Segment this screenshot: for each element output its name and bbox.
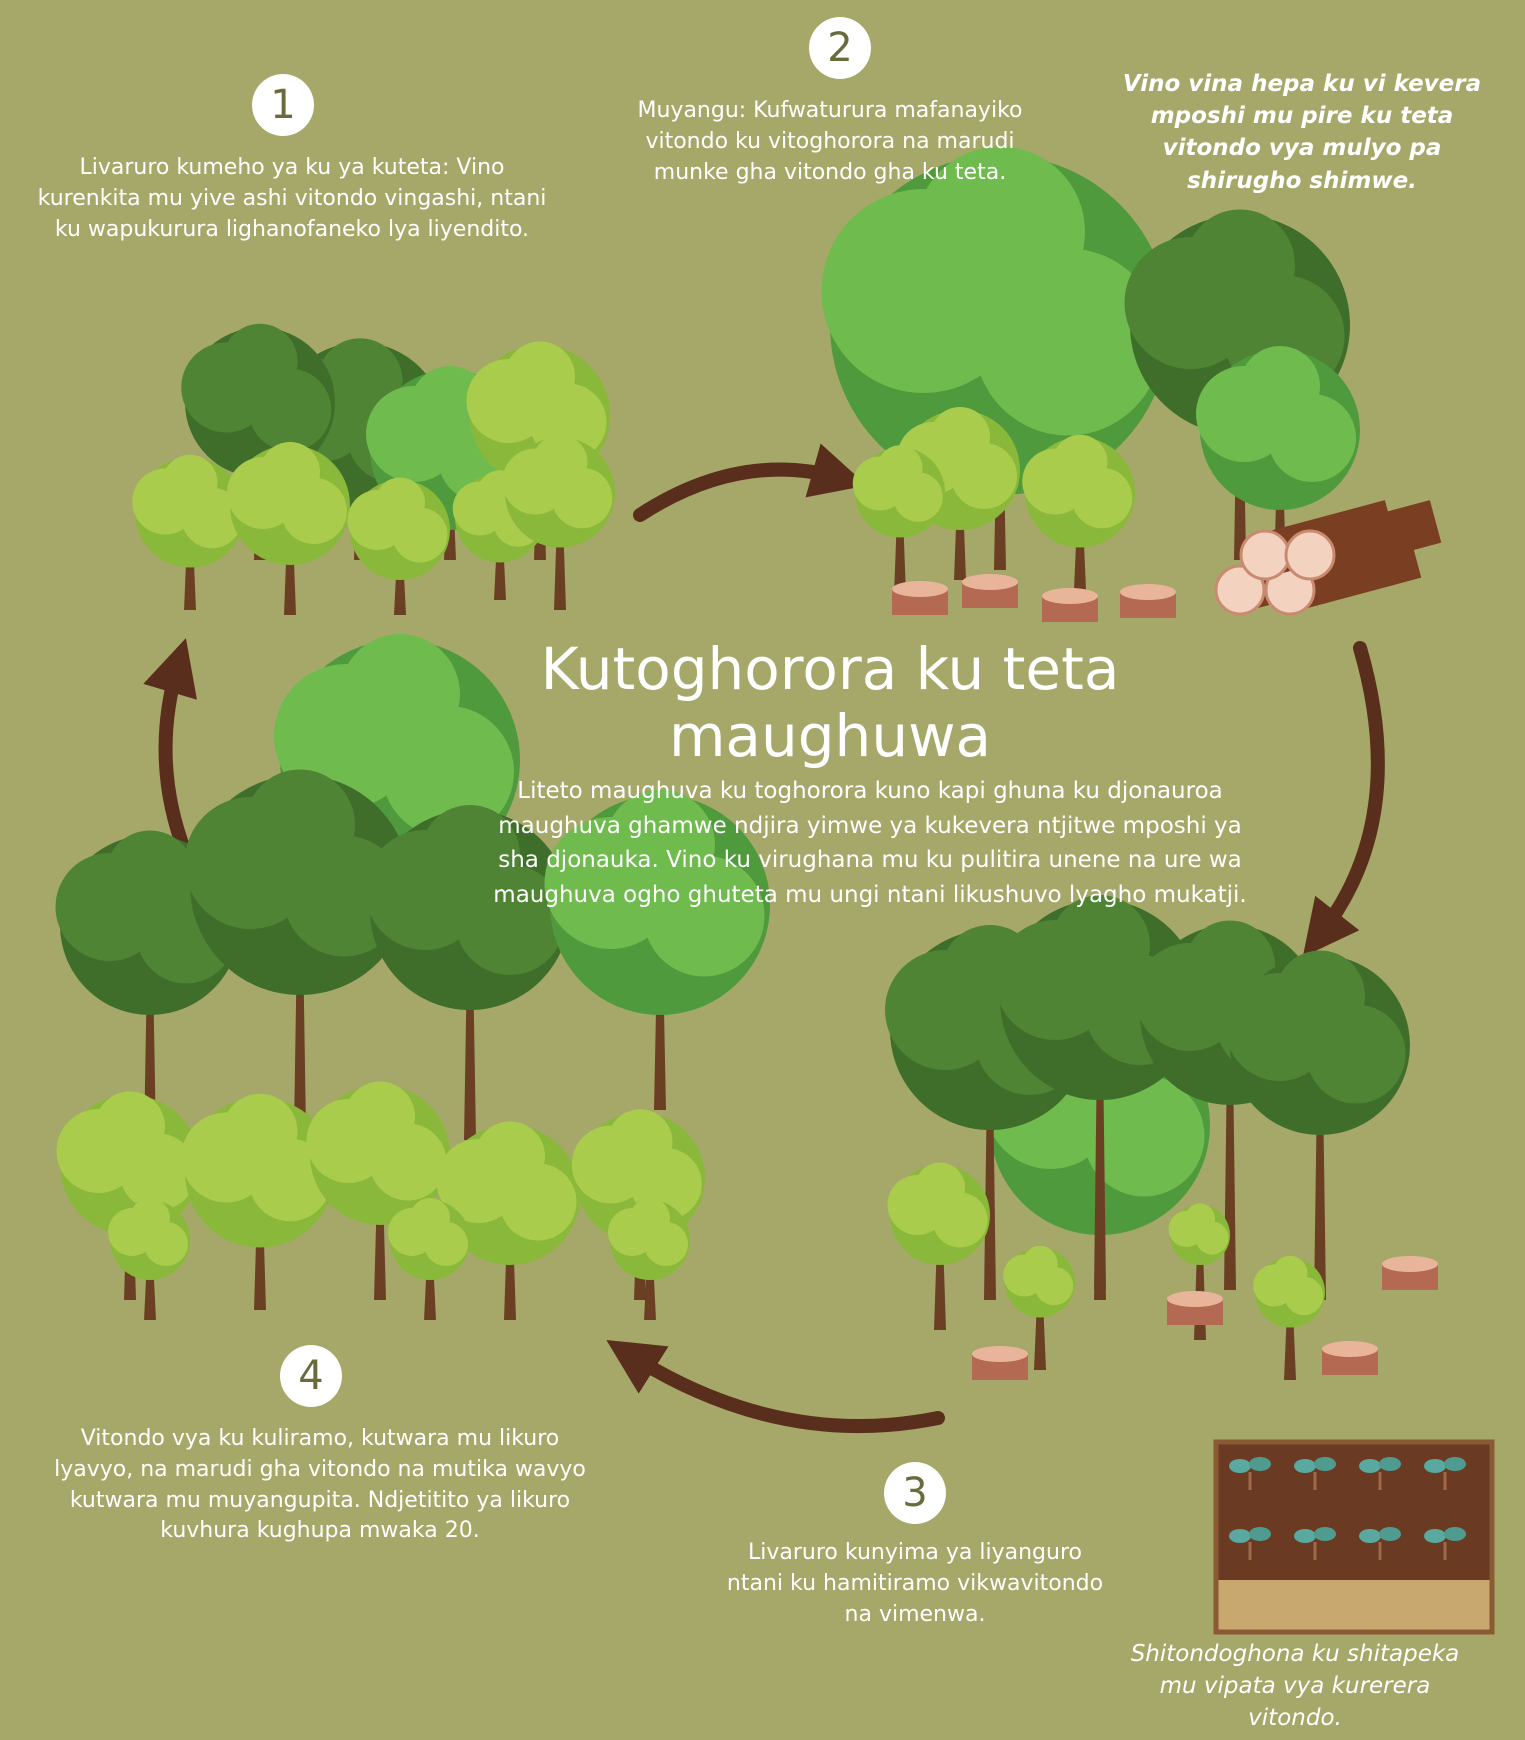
canopy bbox=[915, 1163, 965, 1213]
canopy bbox=[630, 1198, 670, 1238]
leaf bbox=[1229, 1529, 1251, 1543]
step-number: 3 bbox=[884, 1462, 946, 1524]
leaf bbox=[1249, 1527, 1271, 1541]
nursery-caption: Shitondoghona ku shitapeka mu vipata vya… bbox=[1115, 1638, 1475, 1735]
stump-top bbox=[1167, 1291, 1223, 1307]
canopy bbox=[533, 435, 588, 490]
canopy bbox=[95, 1092, 165, 1162]
stump-top bbox=[972, 1346, 1028, 1362]
canopy bbox=[1240, 346, 1320, 426]
leaf bbox=[1424, 1529, 1446, 1543]
log-end bbox=[1241, 531, 1289, 579]
leaf bbox=[1294, 1529, 1316, 1543]
canopy bbox=[163, 455, 218, 510]
tree-cluster bbox=[885, 895, 1410, 1380]
stump-top bbox=[892, 581, 948, 597]
stump-top bbox=[962, 574, 1018, 590]
canopy bbox=[505, 342, 575, 412]
leaf bbox=[1444, 1527, 1466, 1541]
stump-top bbox=[1382, 1256, 1438, 1272]
canopy bbox=[223, 324, 298, 399]
canopy bbox=[1185, 210, 1295, 320]
canopy bbox=[245, 770, 355, 880]
canopy bbox=[1053, 435, 1108, 490]
canopy bbox=[223, 1094, 298, 1169]
leaf bbox=[1424, 1459, 1446, 1473]
canopy bbox=[1023, 1246, 1058, 1281]
leaf bbox=[1229, 1459, 1251, 1473]
note: Vino vina hepa ku vi kevera mposhi mu pi… bbox=[1102, 68, 1502, 197]
step-number: 4 bbox=[280, 1345, 342, 1407]
step-number: 1 bbox=[252, 74, 314, 136]
step-text: Muyangu: Kufwaturura mafanayiko vitondo … bbox=[610, 96, 1050, 188]
tree-cluster bbox=[822, 147, 1361, 596]
page: 1 Livaruro kumeho ya ku ya kuteta: Vino … bbox=[0, 0, 1525, 1740]
canopy bbox=[1185, 1204, 1215, 1234]
leaf bbox=[1359, 1459, 1381, 1473]
tree-cluster bbox=[132, 324, 615, 615]
step-text: Livaruro kumeho ya ku ya kuteta: Vino ku… bbox=[37, 153, 547, 245]
intro: Liteto maughuva ku toghorora kuno kapi g… bbox=[480, 774, 1260, 912]
canopy bbox=[608, 1109, 673, 1174]
canopy bbox=[878, 445, 923, 490]
canopy bbox=[105, 831, 195, 921]
logs bbox=[1216, 500, 1441, 614]
leaf bbox=[1379, 1527, 1401, 1541]
leaf bbox=[1249, 1457, 1271, 1471]
canopy bbox=[475, 1122, 545, 1192]
step-text: Livaruro kunyima ya liyanguro ntani ku h… bbox=[725, 1538, 1105, 1630]
arrow bbox=[630, 1355, 938, 1426]
leaf bbox=[1444, 1457, 1466, 1471]
canopy bbox=[340, 634, 460, 754]
arrow bbox=[166, 665, 185, 852]
canopy bbox=[1273, 1256, 1308, 1291]
arrow bbox=[1320, 648, 1378, 935]
canopy bbox=[930, 407, 990, 467]
canopy bbox=[260, 442, 320, 502]
canopy bbox=[130, 1198, 170, 1238]
title: Kutoghorora ku teta maughuwa bbox=[510, 636, 1150, 769]
canopy bbox=[345, 1082, 415, 1152]
stump-top bbox=[1042, 588, 1098, 604]
leaf bbox=[1379, 1457, 1401, 1471]
leaf bbox=[1314, 1457, 1336, 1471]
log-end bbox=[1286, 531, 1334, 579]
canopy bbox=[410, 1198, 450, 1238]
leaf bbox=[1294, 1459, 1316, 1473]
leaf bbox=[1314, 1527, 1336, 1541]
step-number: 2 bbox=[809, 17, 871, 79]
stump-top bbox=[1120, 584, 1176, 600]
canopy bbox=[1275, 951, 1365, 1041]
stump-top bbox=[1322, 1341, 1378, 1357]
leaf bbox=[1359, 1529, 1381, 1543]
arrow bbox=[640, 470, 840, 515]
canopy bbox=[375, 478, 425, 528]
step-text: Vitondo vya ku kuliramo, kutwara mu liku… bbox=[40, 1424, 600, 1547]
